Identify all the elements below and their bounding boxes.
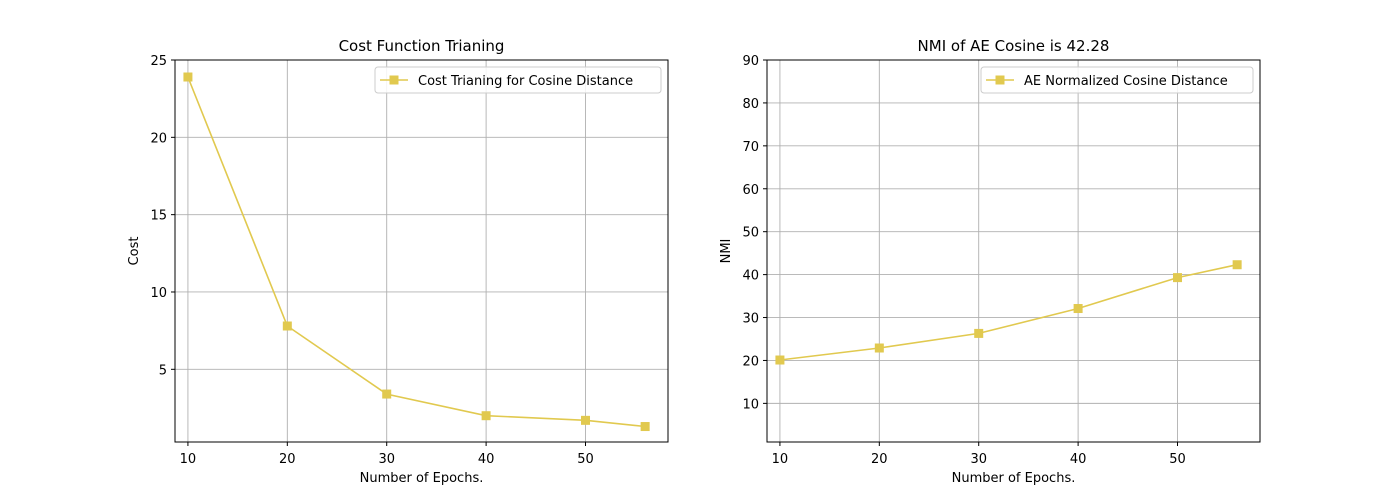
chart-panel-1: 10 20 30 40 50 5 10 15 20 25 Cost Trianing for Cos… [127,37,669,486]
x-tick-label: 20 [279,452,296,467]
data-point-marker [282,321,292,331]
data-point-marker [775,355,785,365]
data-point-marker [1232,260,1242,270]
y-axis-label: Cost [127,237,142,266]
data-point-marker [382,389,392,399]
data-point-marker [640,422,650,432]
y-tick-label: 20 [150,131,167,146]
y-tick-label: 60 [742,183,759,198]
y-tick-label: 25 [150,54,167,69]
data-point-marker [1173,273,1183,283]
plot-area-frame [174,59,669,443]
series-line [779,263,1238,361]
y-tick-label: 90 [742,54,759,69]
data-point-marker [874,343,884,353]
legend-box [980,66,1254,94]
y-tick-label: 40 [742,269,759,284]
data-point-marker [1073,304,1083,314]
y-tick-label: 10 [742,397,759,412]
y-tick-label: 15 [150,209,167,224]
data-point-marker [581,415,591,425]
legend-label: Cost Trianing for Cosine Distance [418,74,633,89]
legend-box [374,66,662,94]
data-point-marker [481,411,491,421]
x-tick-label: 50 [577,452,594,467]
y-tick-label: 50 [742,226,759,241]
x-axis-label: Number of Epochs. [952,471,1076,486]
y-tick-label: 20 [742,354,759,369]
data-point-marker [183,72,193,82]
legend: AE Normalized Cosine Distance [980,66,1254,94]
legend-marker-swatch [995,75,1005,85]
y-tick-label: 10 [150,286,167,301]
y-tick-label: 5 [159,363,167,378]
data-point-marker [974,328,984,338]
legend-label: AE Normalized Cosine Distance [1024,74,1228,89]
legend-marker-swatch [389,75,399,85]
x-tick-label: 30 [378,452,395,467]
legend: Cost Trianing for Cosine Distance [374,66,662,94]
plot-area-frame [766,59,1261,443]
y-tick-label: 80 [742,97,759,112]
series-line [187,76,646,428]
y-axis-label: NMI [719,239,734,264]
x-tick-label: 40 [478,452,495,467]
x-axis-label: Number of Epochs. [360,471,484,486]
x-tick-label: 20 [871,452,888,467]
chart-title: NMI of AE Cosine is 42.28 [918,37,1110,55]
chart-title: Cost Function Trianing [339,37,505,55]
x-tick-label: 10 [772,452,789,467]
x-tick-label: 10 [180,452,197,467]
y-tick-label: 30 [742,312,759,327]
x-tick-label: 30 [970,452,987,467]
chart-panel-2: 10 20 30 40 50 10 20 30 40 50 60 70 80 90 AE Normalize… [719,37,1261,486]
y-tick-label: 70 [742,140,759,155]
x-tick-label: 50 [1169,452,1186,467]
x-tick-label: 40 [1070,452,1087,467]
